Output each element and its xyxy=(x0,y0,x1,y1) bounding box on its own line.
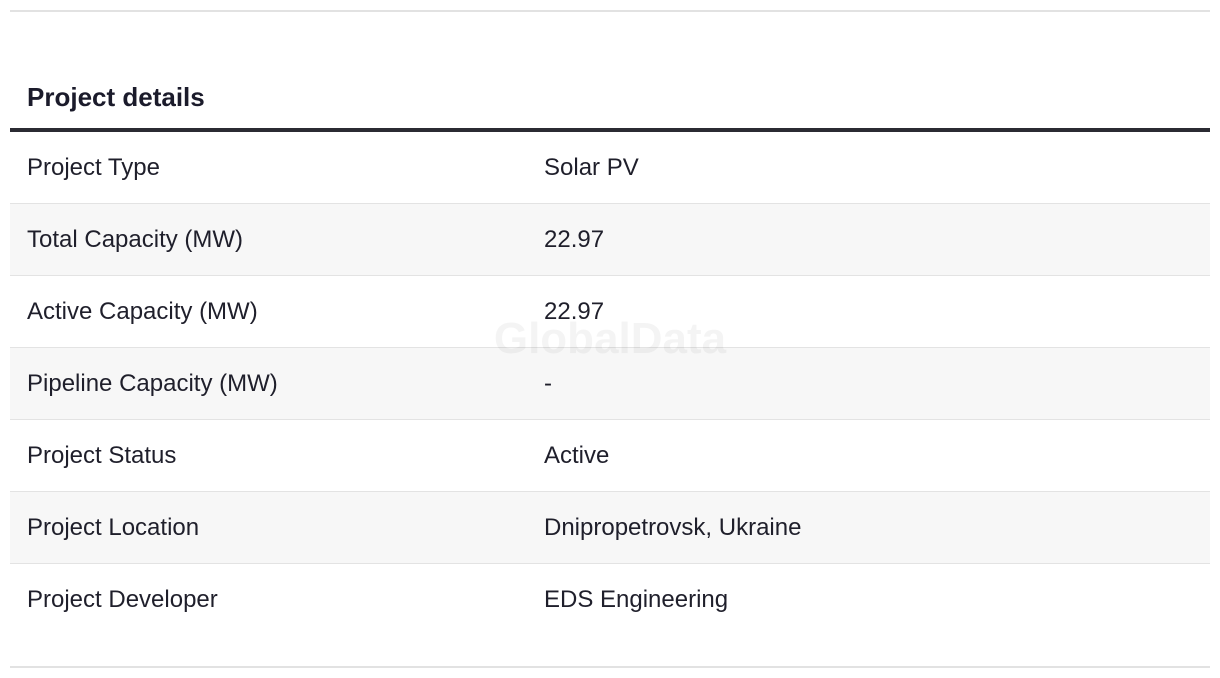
row-value: Dnipropetrovsk, Ukraine xyxy=(544,514,802,541)
divider xyxy=(10,666,1210,668)
table-row: Project Location Dnipropetrovsk, Ukraine xyxy=(10,492,1210,564)
row-label: Project Developer xyxy=(27,586,218,613)
row-value: Active xyxy=(544,442,610,469)
table-row: Project Type Solar PV xyxy=(10,132,1210,204)
row-label: Pipeline Capacity (MW) xyxy=(27,370,278,397)
table-row: Active Capacity (MW) 22.97 xyxy=(10,276,1210,348)
details-table: Project Type Solar PV Total Capacity (MW) 2… xyxy=(10,128,1210,635)
row-value: 22.97 xyxy=(544,226,605,253)
table-row: Pipeline Capacity (MW) - xyxy=(10,348,1210,420)
row-value: Solar PV xyxy=(544,154,639,181)
row-label: Active Capacity (MW) xyxy=(27,298,258,325)
row-label: Project Status xyxy=(27,442,177,469)
section-title: Project details xyxy=(27,82,205,112)
row-label: Total Capacity (MW) xyxy=(27,226,244,253)
row-value: EDS Engineering xyxy=(544,586,729,613)
table-row: Total Capacity (MW) 22.97 xyxy=(10,204,1210,276)
row-value: 22.97 xyxy=(544,298,605,325)
row-value: - xyxy=(544,370,552,397)
row-label: Project Type xyxy=(27,154,160,181)
divider xyxy=(10,10,1210,12)
table-row: Project Developer EDS Engineering xyxy=(10,564,1210,635)
table-row: Project Status Active xyxy=(10,420,1210,492)
row-label: Project Location xyxy=(27,514,200,541)
